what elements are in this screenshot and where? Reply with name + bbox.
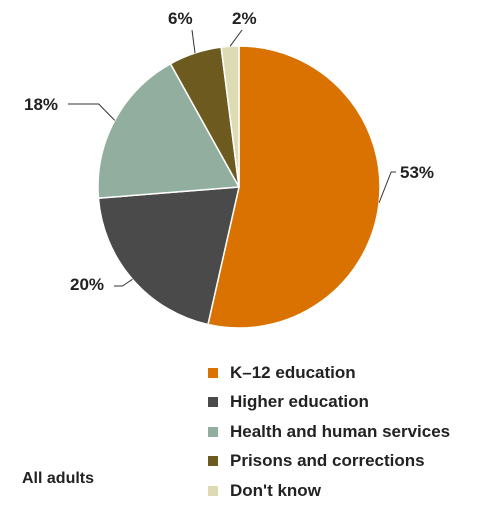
leader-line-prisons-corrections [191,29,196,54]
legend-item-health-human-services: Health and human services [208,417,450,447]
legend-label-prisons-corrections: Prisons and corrections [230,451,425,471]
legend-item-dont-know: Don't know [208,476,450,506]
pie-slice-health-human-services [97,62,241,199]
data-label-dont-know: 2% [232,9,257,28]
legend-swatch-dont-know [208,485,218,496]
pie-chart: 53% 20% 18% 6% 2% [24,9,434,329]
data-label-k12-education: 53% [400,163,434,182]
legend-swatch-higher-education [208,397,218,408]
legend-item-k12-education: K–12 education [208,358,450,388]
legend-item-prisons-corrections: Prisons and corrections [208,447,450,477]
leader-line-health-human-services [68,103,116,121]
legend: K–12 education Higher education Health a… [208,358,450,506]
legend-label-health-human-services: Health and human services [230,421,451,441]
pie-slice-k12-education [207,45,381,329]
legend-label-k12-education: K–12 education [230,362,356,382]
leader-line-k12-education [378,171,396,203]
legend-swatch-k12-education [208,367,218,378]
legend-swatch-prisons-corrections [208,456,218,467]
footnote-all-adults: All adults [22,470,95,487]
legend-label-dont-know: Don't know [230,480,321,500]
data-label-prisons-corrections: 6% [168,9,193,28]
pie-slice-dont-know [220,45,240,188]
leader-line-dont-know [229,29,243,47]
pie-slice-higher-education [97,186,240,326]
legend-swatch-health-human-services [208,426,218,437]
data-label-higher-education: 20% [70,275,104,294]
data-label-health-human-services: 18% [24,95,58,114]
leader-line-higher-education [114,278,133,287]
legend-label-higher-education: Higher education [230,392,369,412]
legend-item-higher-education: Higher education [208,388,450,418]
